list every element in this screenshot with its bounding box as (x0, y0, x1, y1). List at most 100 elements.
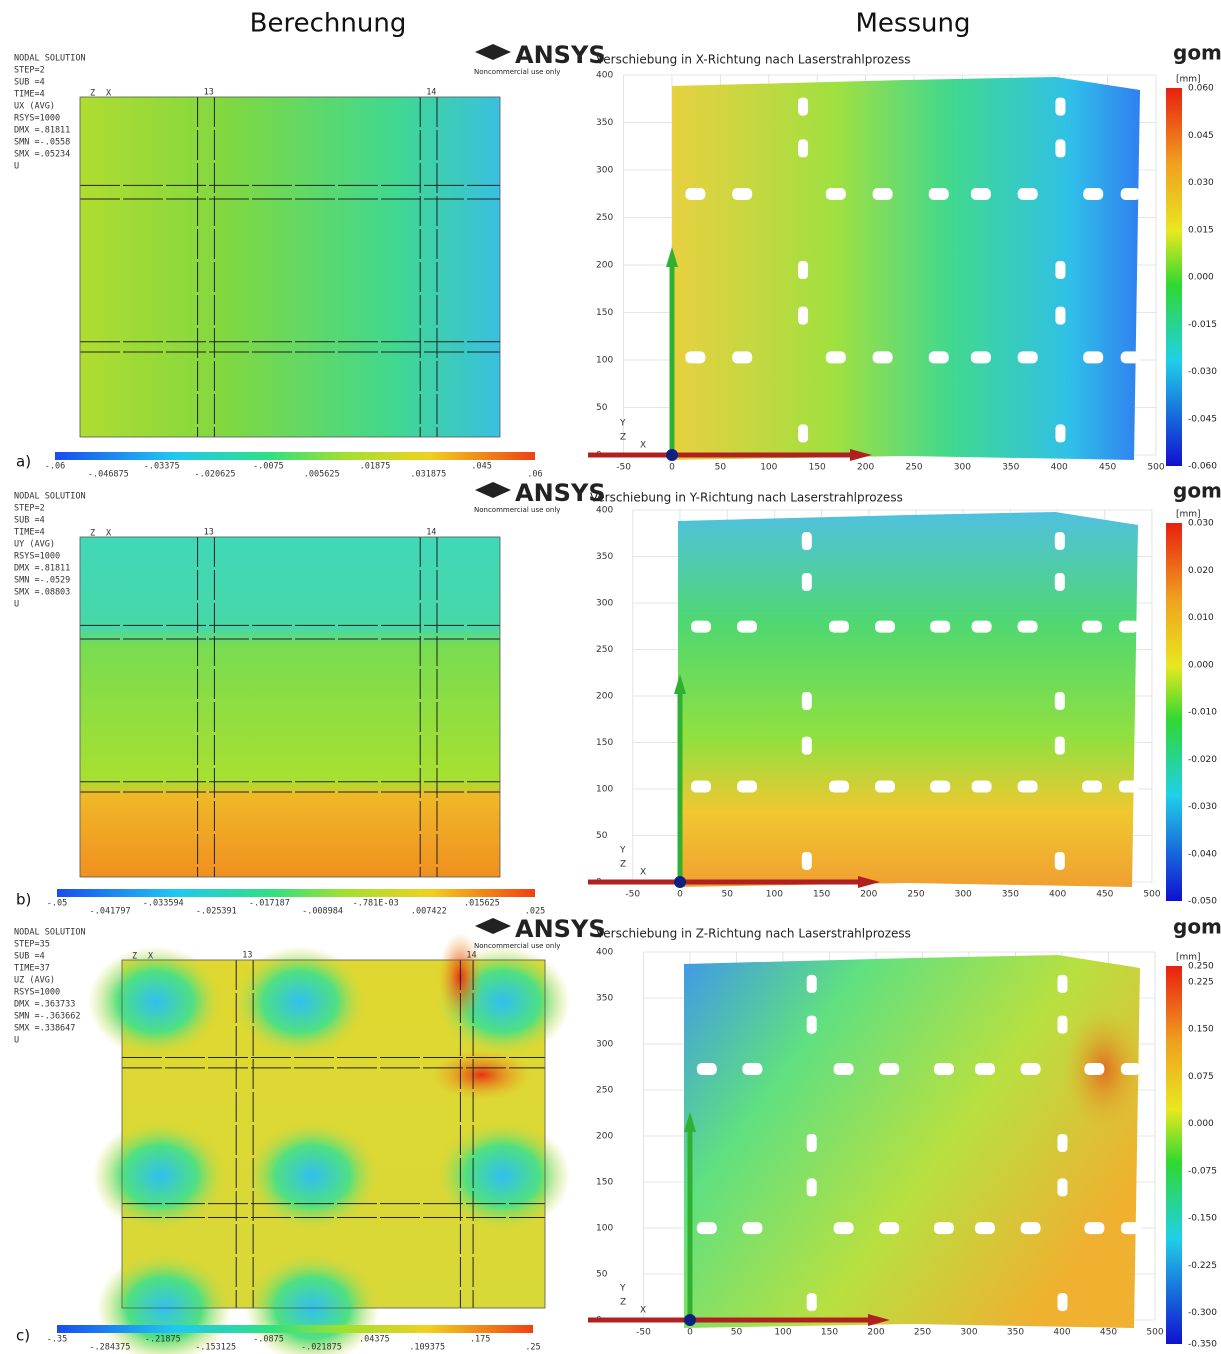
hole (1055, 139, 1066, 158)
hole (1055, 424, 1066, 443)
license-note: Noncommercial use only (474, 506, 560, 514)
hole (974, 1222, 995, 1235)
y-tick-label: 350 (596, 118, 613, 128)
solution-info: SMX =.338647 (14, 1024, 75, 1034)
hole (798, 97, 809, 116)
y-arrowhead (674, 674, 686, 694)
axis-triad: Z (90, 89, 95, 99)
scale-label: .025 (525, 907, 545, 917)
y-tick-label: 200 (596, 692, 613, 702)
scale-label: -.781E-03 (353, 899, 399, 909)
hole (1017, 620, 1038, 633)
axis-triad: Y (619, 419, 626, 429)
field-spot (92, 1120, 228, 1232)
x-tick-label: 450 (1099, 463, 1116, 473)
logo-cap (475, 482, 511, 498)
solution-info: U (14, 1036, 19, 1046)
hole (806, 1293, 817, 1312)
y-tick-label: 150 (596, 738, 613, 748)
color-bar-label: -0.300 (1188, 1308, 1217, 1318)
unit-label: [mm] (1176, 510, 1201, 520)
field-border (79, 96, 501, 438)
axis-triad: X (640, 868, 646, 878)
scale-label: -.046875 (88, 470, 129, 480)
scale-label: -.008984 (302, 907, 343, 917)
x-tick-label: 200 (857, 463, 874, 473)
x-tick-label: 0 (677, 890, 683, 900)
hole (833, 1222, 854, 1235)
scale-label: -.0075 (253, 462, 284, 472)
node-number: 13 (242, 951, 252, 961)
hole (798, 424, 809, 443)
solution-info: SUB =4 (14, 516, 45, 526)
hole (1017, 351, 1038, 364)
solution-info: UX (AVG) (14, 102, 55, 112)
y-tick-label: 250 (596, 1086, 613, 1096)
scale-label: -.35 (47, 1335, 67, 1345)
hole (1054, 532, 1065, 551)
axis-triad: Z (620, 1298, 626, 1308)
y-tick-label: 100 (596, 785, 613, 795)
panel-label: b) (16, 891, 31, 909)
y-tick-label: 250 (596, 645, 613, 655)
y-tick-label: 400 (596, 71, 613, 81)
origin (666, 449, 678, 461)
hole (691, 620, 711, 633)
hole (742, 1063, 763, 1075)
color-bar (1166, 88, 1182, 466)
hole (801, 572, 812, 591)
hole (1054, 692, 1065, 710)
color-bar-label: -0.010 (1188, 708, 1217, 718)
hole (829, 620, 849, 633)
hole (1054, 572, 1065, 591)
node-number: 13 (204, 88, 214, 98)
scale-label: -.284375 (89, 1343, 130, 1353)
x-tick-label: 400 (1053, 1328, 1070, 1338)
field-spot (431, 1049, 532, 1100)
solution-info: NODAL SOLUTION (14, 928, 86, 938)
solution-info: RSYS=1000 (14, 988, 60, 998)
hole (801, 692, 812, 710)
color-bar-label: 0.225 (1188, 977, 1214, 987)
hole (1082, 780, 1102, 793)
hole (1055, 261, 1066, 279)
x-tick-label: 450 (1100, 1328, 1117, 1338)
hole (1020, 1222, 1041, 1235)
color-bar-label: -0.075 (1188, 1166, 1217, 1176)
scale-bar (57, 889, 535, 897)
scale-label: -.153125 (195, 1343, 236, 1353)
y-tick-label: 150 (596, 1178, 613, 1188)
axis-triad: Z (90, 529, 95, 539)
x-tick-label: 500 (1146, 1328, 1163, 1338)
hole (801, 851, 812, 870)
hole (933, 1222, 954, 1235)
x-tick-label: 250 (914, 1328, 931, 1338)
node-number: 14 (426, 88, 436, 98)
hole (833, 1063, 854, 1075)
hole (933, 1063, 954, 1075)
gom-title: Verschiebung in Z-Richtung nach Laserstr… (596, 927, 911, 941)
y-arrowhead (666, 247, 678, 267)
scale-label: .031875 (410, 470, 446, 480)
solution-info: U (14, 162, 19, 172)
axis-triad: X (106, 89, 112, 99)
axis-triad: X (640, 441, 646, 451)
x-tick-label: 150 (809, 463, 826, 473)
color-bar-label: 0.000 (1188, 273, 1214, 283)
hole (696, 1063, 717, 1075)
y-arrowhead (684, 1112, 696, 1132)
x-tick-label: 500 (1143, 890, 1160, 900)
solution-info: DMX =.81811 (14, 126, 70, 136)
hole (971, 780, 992, 793)
color-bar-label: 0.075 (1188, 1072, 1214, 1082)
solution-info: SMX =.08803 (14, 588, 70, 598)
hole (806, 1015, 817, 1034)
x-tick-label: 300 (960, 1328, 977, 1338)
x-tick-label: 200 (867, 1328, 884, 1338)
color-bar-label: -0.020 (1188, 755, 1217, 765)
y-tick-label: 150 (596, 308, 613, 318)
color-bar-label: -0.060 (1188, 462, 1217, 472)
unit-label: [mm] (1176, 75, 1201, 85)
ansys-logo: ANSYS (515, 41, 606, 69)
